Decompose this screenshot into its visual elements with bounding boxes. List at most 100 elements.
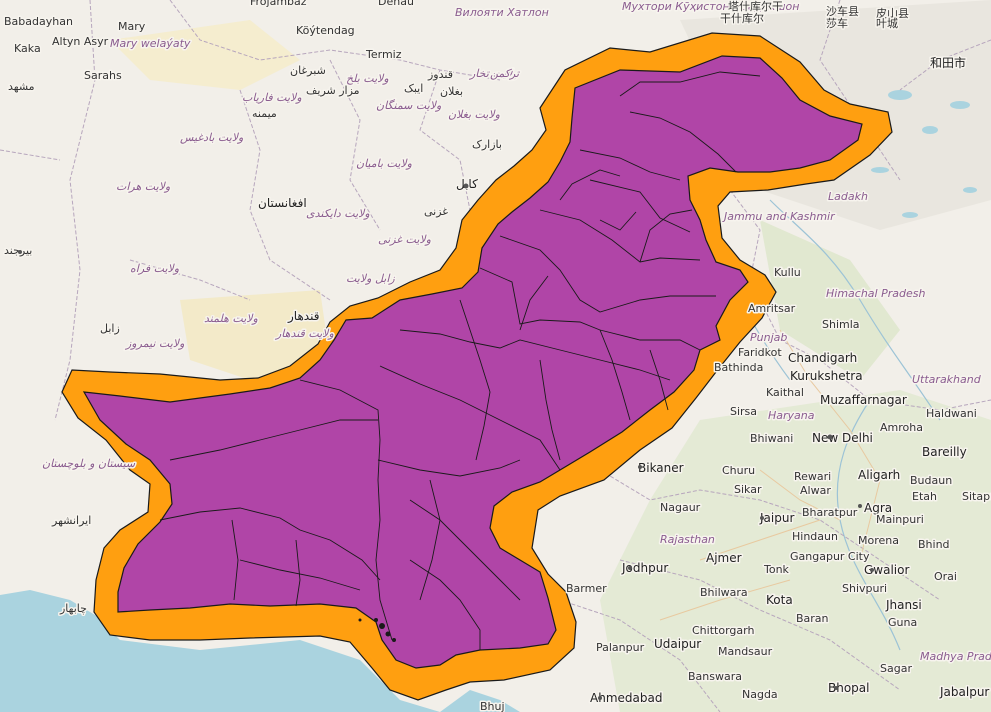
label-india: Sagar (880, 662, 912, 675)
label-afghan: قندوز (427, 68, 453, 81)
label-india: Gwalior (864, 563, 909, 577)
label-india: New Delhi (812, 431, 873, 445)
label-afghan: افغانستان (258, 196, 307, 210)
label-north: Denau (378, 0, 414, 8)
label-afghan: قندهار (287, 309, 319, 324)
label-india: Etah (912, 490, 937, 503)
label-afghan: زابل (100, 322, 120, 335)
label-north: Мухтори Кӯҳистони Бадахшон (622, 0, 799, 13)
label-afghan: ولایت بادغیس (180, 131, 243, 144)
label-afghan: مزار شریف (306, 84, 360, 97)
label-afghan: ترکمن (490, 67, 521, 80)
label-india: Mainpuri (876, 513, 924, 526)
label-india: Barmer (566, 582, 607, 595)
label-india: Agra (864, 501, 892, 515)
label-afghan: ایرانشهر (51, 514, 91, 527)
label-india: Hindaun (792, 530, 838, 543)
label-north: Вилояти Хатлон (455, 6, 549, 19)
label-india: Kullu (774, 266, 801, 279)
label-india: Aligarh (858, 468, 900, 482)
label-india: Bharatpur (802, 506, 858, 519)
label-india: Muzaffarnagar (820, 393, 907, 407)
label-north: 干什库尔 (720, 12, 764, 25)
label-afghan: زابل ولایت (346, 272, 395, 285)
label-india: Ladakh (828, 190, 868, 203)
label-india: Jammu and Kashmir (722, 210, 836, 223)
label-india: Madhya Pradesh (920, 650, 991, 663)
gulf-of-kutch (440, 690, 520, 712)
label-india: Nagaur (660, 501, 701, 514)
label-india: Morena (858, 534, 899, 547)
label-india: Kurukshetra (790, 369, 863, 383)
label-india: Jaipur (759, 511, 794, 525)
label-afghan: ولایت فاریاب (242, 91, 302, 104)
label-india: Alwar (800, 484, 831, 497)
label-india: Chittorgarh (692, 624, 754, 637)
label-afghan: بازارک (472, 138, 502, 151)
label-india: Uttarakhand (912, 373, 982, 386)
label-turkmen: Termiz (365, 48, 402, 61)
label-turkmen: Köýtendag (296, 24, 355, 37)
label-india: Ahmedabad (590, 691, 662, 705)
label-turkmen: Kaka (14, 42, 41, 55)
label-india: Palanpur (596, 641, 645, 654)
label-india: Shivpuri (842, 582, 887, 595)
label-afghan: ولایت هلمند (204, 312, 258, 325)
label-india: Bareilly (922, 445, 967, 459)
label-india: Bhopal (828, 681, 869, 695)
label-india: Haldwani (926, 407, 977, 420)
label-india: Sitapur (962, 490, 991, 503)
arabian-sea (0, 590, 440, 712)
label-india: Kaithal (766, 386, 804, 399)
label-north: Frojambaz (250, 0, 307, 8)
green-area-east (760, 220, 900, 380)
label-afghan: بغلان (440, 85, 463, 98)
label-afghan: ولایت فراه (130, 262, 179, 275)
label-north: 和田市 (930, 55, 966, 70)
label-afghan: ولایت تخار (468, 67, 518, 80)
label-afghan: ولایت غزنی (378, 233, 431, 246)
label-india: Sikar (734, 483, 762, 496)
green-area-india (600, 390, 991, 712)
label-india: Punjab (750, 331, 787, 344)
label-india: Jodhpur (621, 561, 668, 575)
label-india: Nagda (742, 688, 778, 701)
label-india: Orai (934, 570, 957, 583)
label-india: Bathinda (714, 361, 763, 374)
label-turkmen: Babadayhan (4, 15, 73, 28)
label-afghan: غزنی (424, 205, 448, 218)
roads (659, 329, 881, 621)
district-borders (159, 71, 761, 650)
label-afghan: بیرجند (4, 244, 32, 257)
label-india: Jabalpur (939, 685, 989, 699)
label-turkmen: Mary welaýaty (110, 37, 191, 50)
label-india: Bikaner (638, 461, 684, 475)
label-india: Chandigarh (788, 351, 857, 365)
label-india: Bhiwani (750, 432, 793, 445)
label-afghan: مشهد (8, 80, 35, 93)
city-dots (18, 183, 874, 700)
label-north: 塔什库尔干 (728, 0, 783, 13)
label-india: Udaipur (654, 637, 701, 651)
label-india: Banswara (688, 670, 742, 683)
label-afghan: میمنه (252, 107, 277, 120)
label-india: Churu (722, 464, 755, 477)
label-north: 皮山县 (876, 7, 909, 20)
label-india: Faridkot (738, 346, 782, 359)
label-india: Budaun (910, 474, 952, 487)
label-india: Bhind (918, 538, 950, 551)
label-turkmen: Altyn Asyr (52, 35, 109, 48)
label-afghan: سیستان و بلوچستان (42, 457, 136, 470)
label-turkmen: Mary (118, 20, 146, 33)
label-afghan: ولایت بامیان (356, 157, 412, 170)
label-india: Tonk (763, 563, 790, 576)
label-north: 沙车县 (826, 4, 859, 18)
label-india: Guna (888, 616, 917, 629)
map-labels: Frojambaz Denau Вилояти Хатлон Мухтори К… (3, 0, 991, 712)
label-afghan: ولایت هرات (116, 180, 170, 193)
label-india: Jhansi (885, 598, 922, 612)
label-india: Rajasthan (660, 533, 715, 546)
label-afghan: شبرغان (290, 64, 326, 77)
